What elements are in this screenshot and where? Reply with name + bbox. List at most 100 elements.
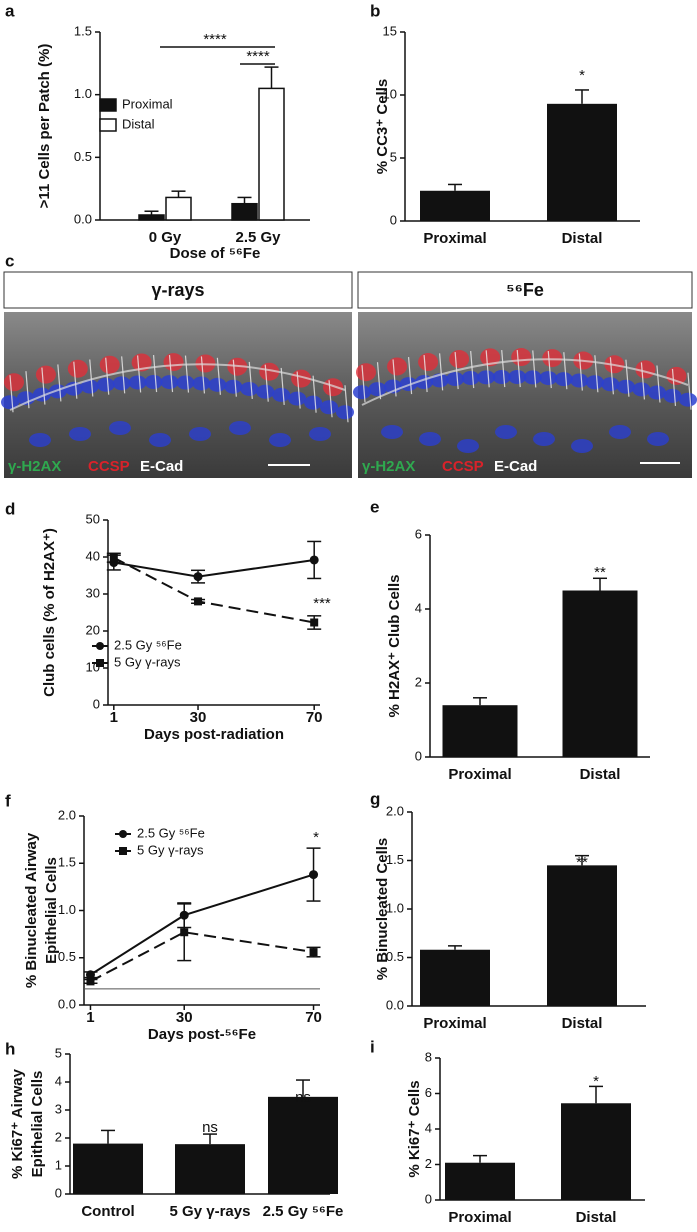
y-tick-label: 0.0 — [74, 211, 92, 226]
nucleus — [304, 395, 323, 410]
marker — [310, 618, 319, 627]
cell-decoration — [1, 348, 697, 453]
y-tick-label: 0 — [55, 1185, 62, 1200]
y-tick-label: 0 — [390, 212, 397, 227]
nucleus — [353, 385, 371, 400]
membrane — [73, 361, 78, 399]
nucleus — [533, 432, 555, 446]
nucleus — [240, 381, 259, 396]
nucleus — [368, 382, 387, 397]
legend-label: 5 Gy γ-rays — [114, 654, 181, 669]
y-axis-label: % Ki67⁺ Cells — [406, 1080, 423, 1177]
legend-marker — [96, 642, 104, 650]
nucleus — [647, 385, 666, 400]
membrane — [296, 371, 301, 409]
y-tick-label: 2.0 — [386, 803, 404, 818]
legend-marker — [119, 847, 127, 855]
marker — [193, 572, 203, 582]
membrane — [89, 359, 94, 397]
marker — [194, 597, 203, 606]
membrane — [547, 351, 552, 389]
bar — [420, 190, 490, 221]
y-tick-label: 2.0 — [58, 807, 76, 822]
club-cell — [480, 348, 501, 367]
nucleus — [523, 370, 542, 385]
panel-letter: g — [370, 789, 380, 808]
y-tick-label: 1.5 — [58, 855, 76, 870]
club-cell — [323, 378, 344, 397]
nucleus — [208, 377, 227, 392]
membrane — [656, 365, 661, 403]
x-tick-label: Distal — [576, 1209, 617, 1226]
legend-marker — [119, 830, 127, 838]
marker — [109, 553, 118, 562]
bar — [420, 949, 490, 1006]
marker — [86, 977, 95, 986]
club-cell — [542, 349, 563, 368]
y-tick-label: 1.5 — [74, 23, 92, 38]
y-tick-label: 40 — [86, 548, 100, 563]
nucleus — [477, 370, 496, 385]
membrane — [625, 359, 630, 397]
x-tick-label: Distal — [580, 766, 621, 783]
y-tick-label: 1 — [55, 1157, 62, 1172]
nucleus — [679, 392, 697, 407]
image-header: ⁵⁶Fe — [506, 280, 544, 300]
membrane — [640, 362, 646, 400]
y-tick-label: 30 — [86, 585, 100, 600]
stain-label: CCSP — [88, 458, 130, 475]
nucleus — [601, 377, 620, 392]
annotation: ** — [594, 564, 606, 581]
membrane — [344, 385, 349, 423]
club-cell — [259, 362, 280, 381]
x-tick-label: 1 — [110, 709, 118, 726]
membrane — [137, 355, 142, 393]
x-tick-label: 0 Gy — [149, 229, 182, 246]
nucleus — [336, 405, 354, 420]
membrane — [9, 375, 14, 413]
y-axis-label: % H2AX⁺ Club Cells — [386, 575, 403, 718]
x-tick-label: 30 — [190, 709, 207, 726]
bar — [165, 196, 192, 221]
nucleus — [632, 382, 651, 397]
panel-letter: d — [5, 499, 15, 518]
panel-letter: h — [5, 1039, 15, 1058]
membrane — [501, 349, 506, 388]
legend-swatch — [99, 118, 117, 132]
membrane — [439, 353, 444, 391]
marker — [85, 970, 95, 980]
y-tick-label: 1.0 — [386, 900, 404, 915]
y-tick-label: 15 — [383, 23, 397, 38]
nucleus — [112, 376, 131, 391]
y-tick-label: 1.0 — [74, 86, 92, 101]
nucleus — [144, 375, 163, 390]
nucleus — [69, 427, 91, 441]
x-tick-label: 1 — [86, 1009, 94, 1026]
nucleus — [160, 375, 179, 390]
club-cell — [131, 353, 152, 372]
club-cell — [511, 348, 532, 367]
x-axis-label: Dose of ⁵⁶Fe — [170, 245, 261, 262]
y-tick-label: 4 — [55, 1073, 62, 1088]
x-tick-label: Distal — [562, 230, 603, 247]
y-tick-label: 2 — [415, 674, 422, 689]
y-axis-label: % Binucleated Airway — [23, 832, 40, 988]
club-cell — [418, 353, 439, 372]
legend-label: 5 Gy γ-rays — [137, 842, 204, 857]
panel: a >11 Cells per Patch (%) 0.0 0.5 1.0 1.5 0 Gy… — [5, 1, 310, 262]
panel: h % Ki67⁺ Airway Epithelial Cells 0 1 2 3 4 5 Con… — [5, 1039, 343, 1219]
y-tick-label: 4 — [425, 1120, 432, 1135]
nucleus — [508, 370, 527, 385]
panel: b % CC3⁺ Cells 0 5 10 15 Proximal Distal * — [370, 1, 640, 247]
y-tick-label: 0.5 — [58, 949, 76, 964]
nucleus — [461, 371, 480, 386]
club-cell — [163, 353, 184, 372]
y-tick-label: 2 — [55, 1129, 62, 1144]
membrane — [563, 352, 568, 390]
membrane — [184, 355, 190, 393]
legend-label: 2.5 Gy ⁵⁶Fe — [114, 637, 182, 652]
y-axis-label: Club cells (% of H2AX⁺) — [41, 528, 58, 697]
x-tick-label: Control — [81, 1203, 134, 1220]
image-header: γ-rays — [151, 280, 204, 300]
